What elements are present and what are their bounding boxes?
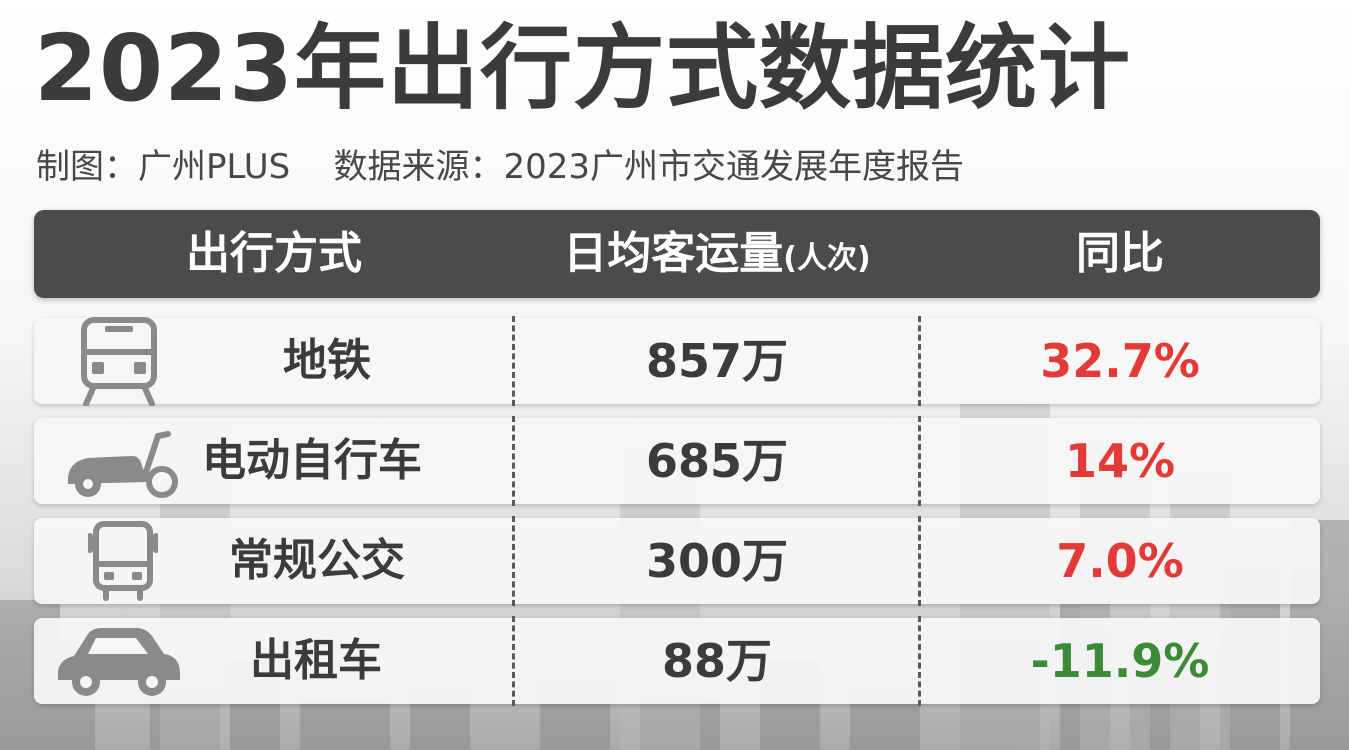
mode-label: 地铁	[283, 335, 371, 386]
data-source: 数据来源：2023广州市交通发展年度报告	[333, 147, 964, 187]
maker-credit: 制图：广州PLUS	[36, 147, 291, 187]
bus-icon	[88, 521, 158, 601]
table-header: 出行方式 日均客运量(人次) 同比	[34, 210, 1320, 298]
volume-value: 88万	[661, 634, 772, 688]
yoy-value: -11.9%	[1030, 634, 1210, 688]
yoy-value: 32.7%	[1040, 334, 1200, 388]
table-row-bus: 常规公交 300万 7.0%	[34, 516, 1320, 606]
column-header-volume-unit: (人次)	[783, 241, 871, 276]
electric-scooter-icon	[67, 431, 178, 498]
mode-label: 出租车	[250, 635, 382, 686]
mode-label: 电动自行车	[202, 435, 422, 486]
column-header-volume-label: 日均客运量	[563, 228, 784, 279]
table-row-subway: 地铁 857万 32.7%	[34, 316, 1320, 406]
column-divider	[918, 316, 921, 406]
column-divider	[512, 516, 515, 606]
column-divider	[918, 416, 921, 506]
taxi-car-icon	[57, 628, 180, 696]
volume-value: 857万	[645, 334, 789, 388]
yoy-value: 14%	[1064, 434, 1176, 488]
column-divider	[512, 416, 515, 506]
column-header-mode: 出行方式	[186, 228, 362, 279]
yoy-value: 7.0%	[1056, 534, 1184, 588]
column-divider	[918, 616, 921, 706]
page-title: 2023年出行方式数据统计	[34, 15, 1132, 122]
volume-value: 685万	[645, 434, 789, 488]
column-divider	[512, 616, 515, 706]
table-row-electric-bike: 电动自行车 685万 14%	[34, 416, 1320, 506]
volume-value: 300万	[645, 534, 789, 588]
mode-label: 常规公交	[229, 535, 405, 586]
subtitle: 制图：广州PLUS 数据来源：2023广州市交通发展年度报告	[36, 142, 964, 192]
column-header-volume: 日均客运量(人次)	[514, 210, 920, 298]
column-divider	[512, 316, 515, 406]
column-header-yoy: 同比	[1076, 228, 1164, 279]
table-row-taxi: 出租车 88万 -11.9%	[34, 616, 1320, 706]
column-divider	[918, 516, 921, 606]
subway-train-icon	[81, 317, 157, 406]
